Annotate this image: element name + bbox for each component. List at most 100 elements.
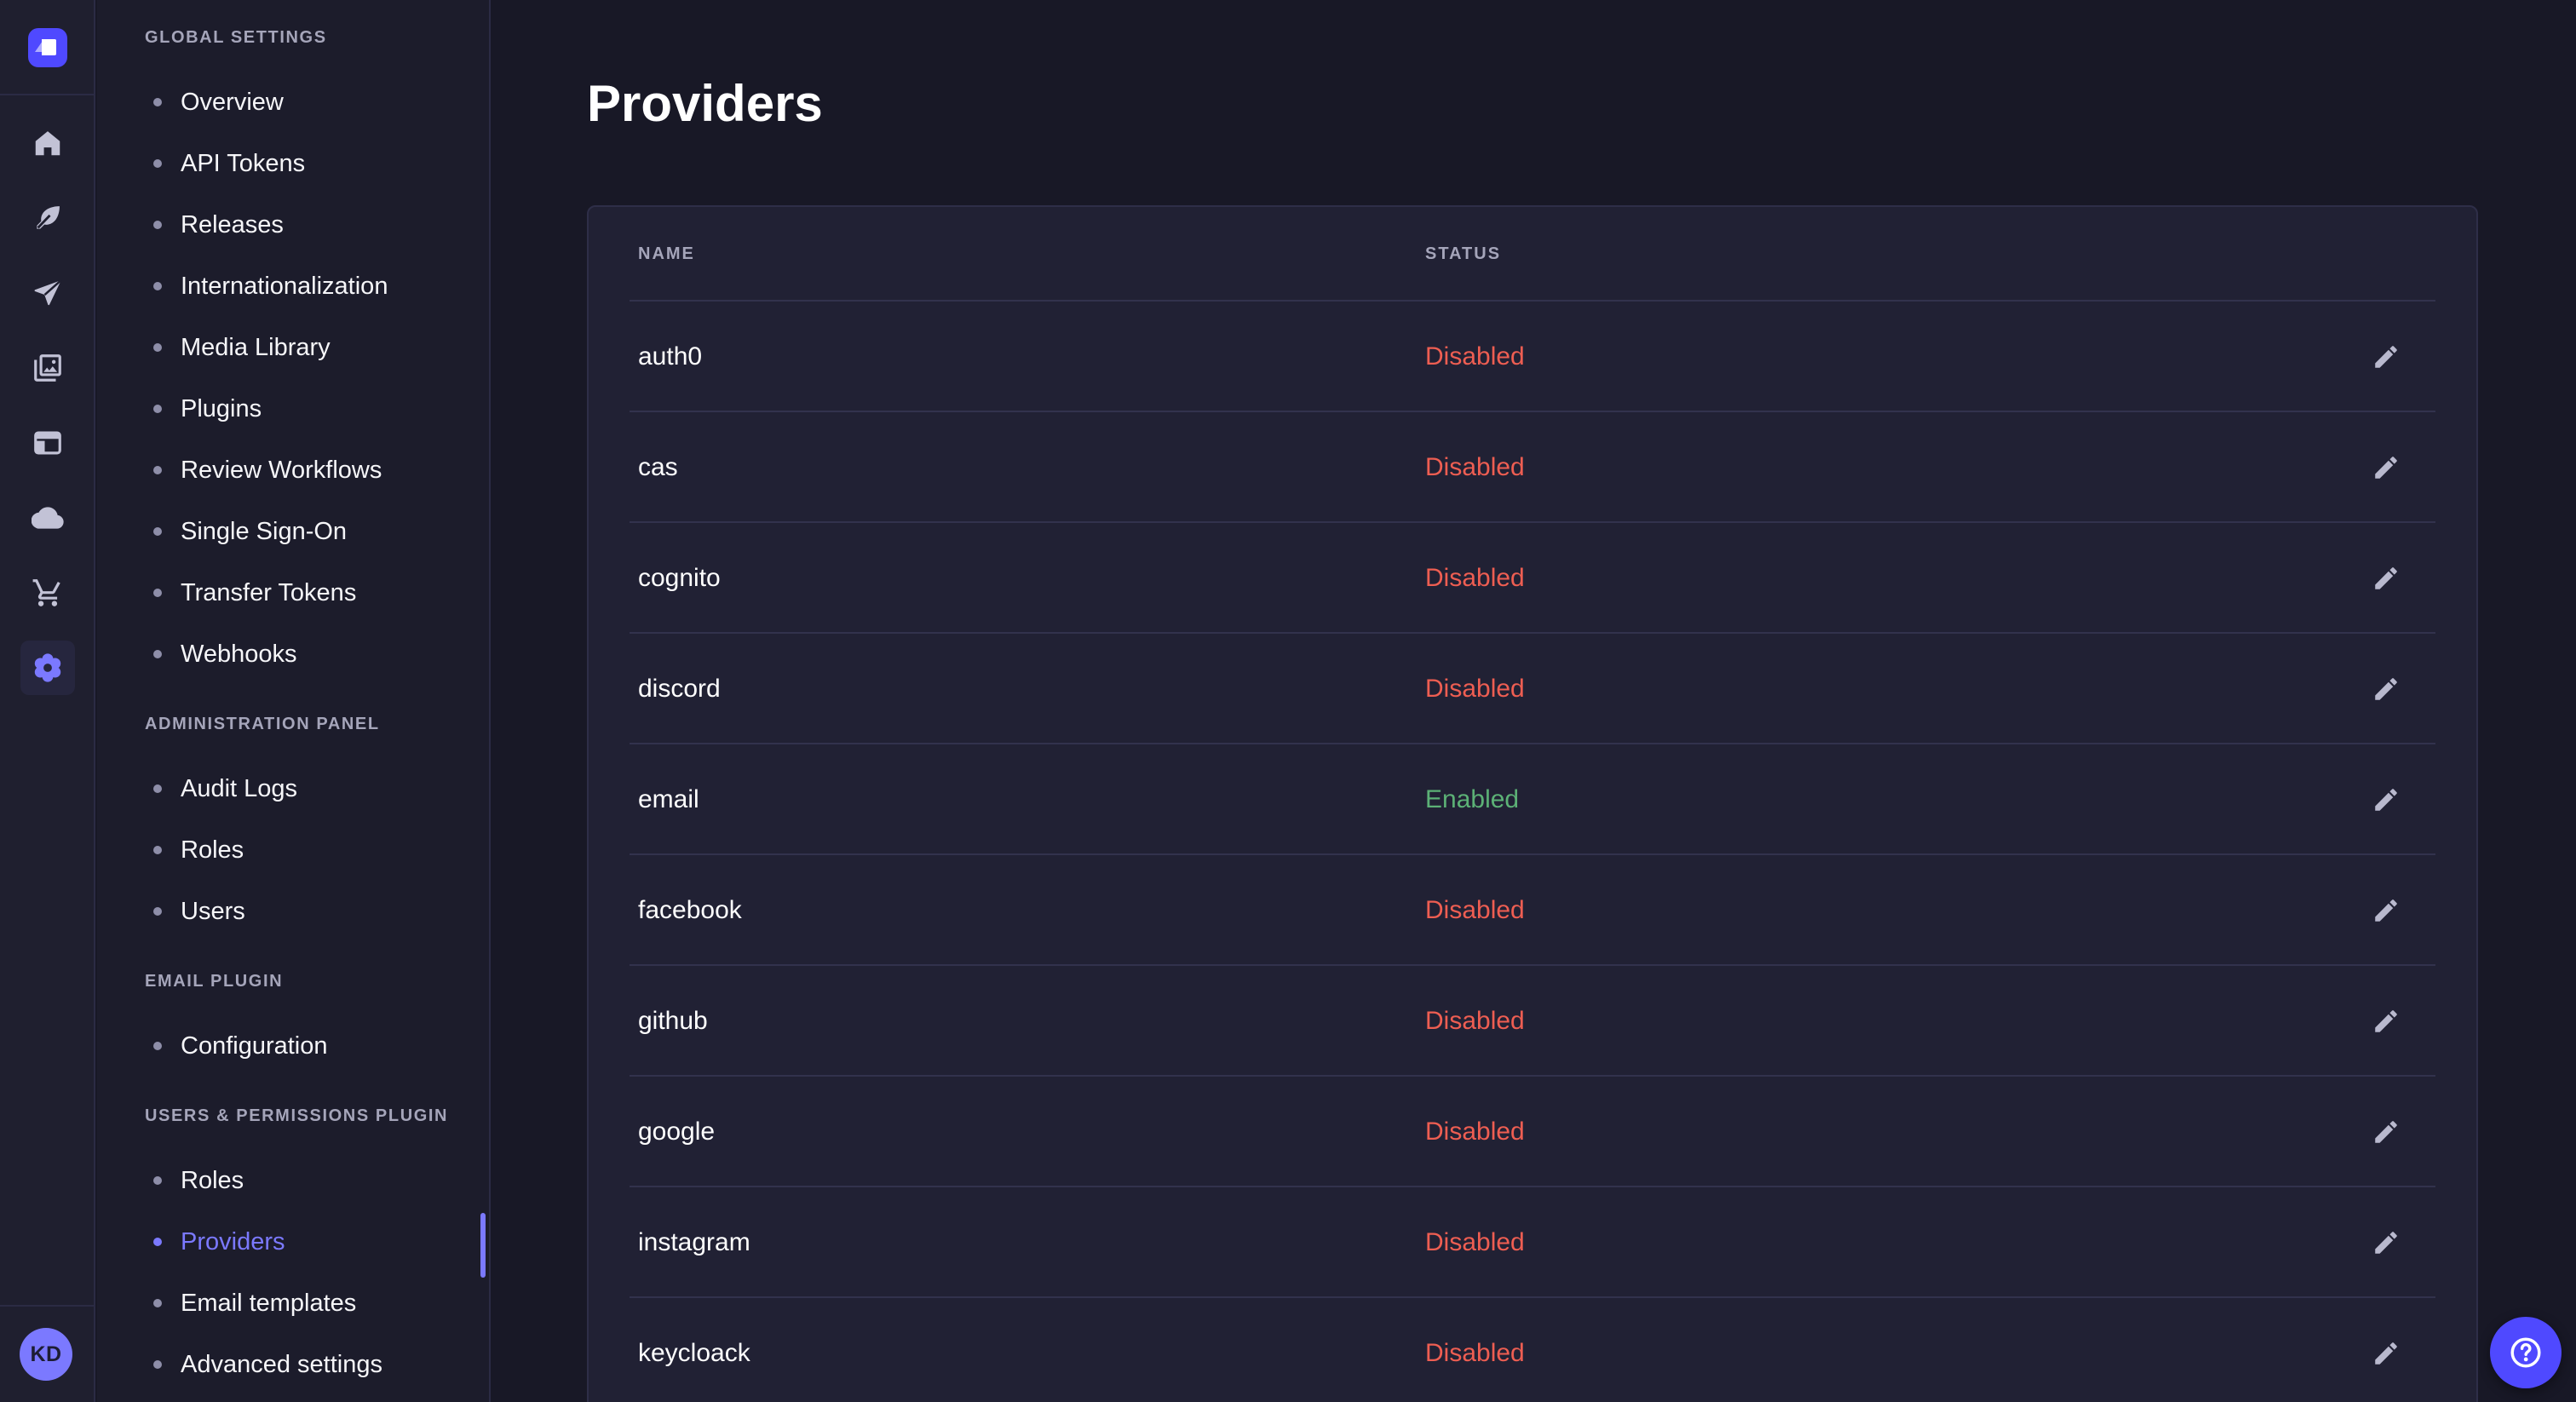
nav-cloud-button[interactable]	[0, 480, 95, 555]
edit-provider-button[interactable]	[2360, 774, 2412, 825]
subnav-section: GLOBAL SETTINGS Overview API Tokens Release…	[97, 20, 489, 685]
bullet-dot-icon	[153, 589, 162, 597]
subnav-item-media-library[interactable]: Media Library	[97, 317, 489, 378]
nav-settings-gear-button[interactable]	[0, 630, 95, 705]
main-content: Providers NAME STATUS auth0 Disabled cas Di…	[492, 0, 2576, 1402]
bullet-dot-icon	[153, 159, 162, 168]
provider-name: keycloack	[638, 1339, 750, 1367]
nav-send-button[interactable]	[0, 256, 95, 330]
subnav-item-webhooks[interactable]: Webhooks	[97, 623, 489, 685]
provider-name: google	[638, 1118, 716, 1146]
edit-provider-button[interactable]	[2360, 996, 2412, 1047]
subnav-section-heading: GLOBAL SETTINGS	[145, 28, 327, 47]
pencil-icon	[2375, 899, 2397, 922]
question-mark-icon	[2510, 1337, 2541, 1368]
subnav-item-transfer-tokens[interactable]: Transfer Tokens	[97, 562, 489, 623]
nav-media-library-button[interactable]	[0, 330, 95, 405]
subnav-item-advanced-settings[interactable]: Advanced settings	[97, 1334, 489, 1395]
table-body: auth0 Disabled cas Disabled cognito Disabled d…	[589, 302, 2476, 1402]
home-icon	[20, 116, 75, 170]
table-header-row: NAME STATUS	[589, 207, 2476, 302]
strapi-logo[interactable]	[28, 28, 67, 67]
edit-provider-button[interactable]	[2360, 1328, 2412, 1379]
subnav-item-email-templates[interactable]: Email templates	[97, 1273, 489, 1334]
provider-name: auth0	[638, 342, 703, 371]
pencil-icon	[2375, 346, 2397, 368]
edit-provider-button[interactable]	[2360, 885, 2412, 936]
subnav-item-label: Roles	[181, 836, 244, 864]
nav-cart-button[interactable]	[0, 555, 95, 630]
bullet-dot-icon	[153, 1042, 162, 1050]
column-header-status: STATUS	[1425, 244, 1502, 263]
edit-provider-button[interactable]	[2360, 553, 2412, 604]
bullet-dot-icon	[153, 650, 162, 658]
subnav-item-label: Providers	[181, 1227, 285, 1255]
bullet-dot-icon	[153, 466, 162, 474]
subnav-item-label: Plugins	[181, 394, 262, 422]
provider-name: cas	[638, 453, 678, 481]
subnav-item-label: Audit Logs	[181, 774, 298, 802]
bullet-dot-icon	[153, 907, 162, 916]
provider-name: email	[638, 785, 699, 813]
subnav-scrollbar-thumb[interactable]	[480, 1213, 486, 1278]
bullet-dot-icon	[153, 846, 162, 854]
subnav-item-review-workflows[interactable]: Review Workflows	[97, 440, 489, 501]
bullet-dot-icon	[153, 527, 162, 536]
rail-icon-menu	[0, 106, 95, 705]
subnav-item-roles[interactable]: Roles	[97, 819, 489, 881]
subnav-item-api-tokens[interactable]: API Tokens	[97, 133, 489, 194]
page-title: Providers	[587, 75, 823, 132]
nav-home-button[interactable]	[0, 106, 95, 181]
subnav-item-configuration[interactable]: Configuration	[97, 1015, 489, 1077]
subnav-item-single-sign-on[interactable]: Single Sign-On	[97, 501, 489, 562]
provider-name: instagram	[638, 1228, 750, 1256]
edit-provider-button[interactable]	[2360, 442, 2412, 493]
subnav-item-label: API Tokens	[181, 149, 306, 177]
settings-subnav: GLOBAL SETTINGS Overview API Tokens Release…	[97, 0, 491, 1402]
subnav-section-heading: USERS & PERMISSIONS PLUGIN	[145, 1106, 449, 1125]
provider-name: cognito	[638, 564, 721, 592]
settings-gear-icon	[20, 641, 75, 695]
edit-provider-button[interactable]	[2360, 1106, 2412, 1158]
column-header-name: NAME	[638, 244, 695, 263]
bullet-dot-icon	[153, 1299, 162, 1307]
user-avatar[interactable]: KD	[20, 1328, 72, 1381]
edit-provider-button[interactable]	[2360, 664, 2412, 715]
bullet-dot-icon	[153, 343, 162, 352]
subnav-item-users[interactable]: Users	[97, 881, 489, 942]
bullet-dot-icon	[153, 1238, 162, 1246]
subnav-item-roles[interactable]: Roles	[97, 1150, 489, 1211]
subnav-section: EMAIL PLUGIN Configuration	[97, 964, 489, 1077]
subnav-item-label: Single Sign-On	[181, 517, 348, 545]
subnav-item-providers[interactable]: Providers	[97, 1211, 489, 1273]
provider-name: discord	[638, 675, 721, 703]
rail-divider	[0, 1305, 94, 1307]
pencil-icon	[2375, 567, 2397, 589]
subnav-section: ADMINISTRATION PANEL Audit Logs Roles Users	[97, 707, 489, 942]
table-row: email Enabled	[589, 744, 2476, 855]
provider-status: Enabled	[1425, 785, 1520, 813]
table-row: cognito Disabled	[589, 523, 2476, 634]
main-nav-rail: KD	[0, 0, 95, 1402]
nav-layout-button[interactable]	[0, 405, 95, 480]
help-button[interactable]	[2490, 1317, 2562, 1388]
edit-provider-button[interactable]	[2360, 1217, 2412, 1268]
subnav-item-label: Review Workflows	[181, 456, 382, 484]
subnav-item-plugins[interactable]: Plugins	[97, 378, 489, 440]
bullet-dot-icon	[153, 1360, 162, 1369]
strapi-logo-icon	[35, 39, 56, 55]
nav-feather-button[interactable]	[0, 181, 95, 256]
cloud-icon	[20, 491, 75, 545]
pencil-icon	[2375, 678, 2397, 700]
subnav-item-label: Users	[181, 897, 245, 925]
provider-status: Disabled	[1425, 1339, 1525, 1367]
subnav-item-overview[interactable]: Overview	[97, 72, 489, 133]
provider-status: Disabled	[1425, 1228, 1525, 1256]
provider-status: Disabled	[1425, 1007, 1525, 1035]
subnav-item-audit-logs[interactable]: Audit Logs	[97, 758, 489, 819]
table-row: google Disabled	[589, 1077, 2476, 1187]
edit-provider-button[interactable]	[2360, 331, 2412, 382]
subnav-item-releases[interactable]: Releases	[97, 194, 489, 256]
subnav-item-internationalization[interactable]: Internationalization	[97, 256, 489, 317]
subnav-item-label: Email templates	[181, 1289, 357, 1317]
